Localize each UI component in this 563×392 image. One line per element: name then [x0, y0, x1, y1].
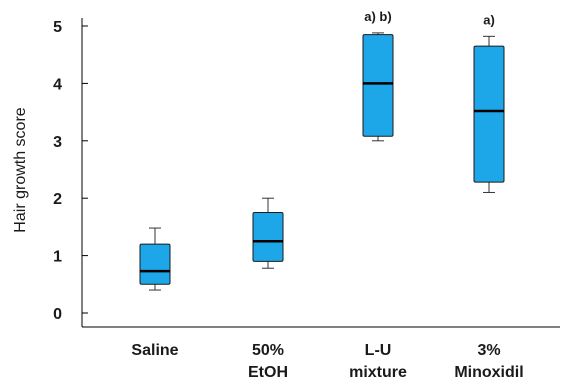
x-tick-label: L-U [365, 342, 392, 359]
x-tick-label: 3% [477, 342, 500, 359]
x-tick-labels: Saline 50% EtOH L-U mixture 3% Minoxidil [131, 342, 523, 381]
iqr-box [362, 34, 394, 137]
axes [81, 18, 560, 328]
iqr-box [252, 212, 284, 262]
significance-annotation: a) b) [364, 9, 391, 24]
x-tick-label: Minoxidil [454, 364, 523, 381]
x-tick-label: EtOH [248, 364, 288, 381]
y-tick-label: 0 [53, 306, 62, 323]
y-ticks: 0 1 2 3 4 5 [53, 19, 88, 323]
y-axis-label: Hair growth score [12, 107, 29, 232]
y-tick-label: 3 [53, 134, 62, 151]
x-tick-label: mixture [349, 364, 407, 381]
box-group [252, 197, 284, 269]
x-tick-label: 50% [252, 342, 284, 359]
box-group: a) b) [362, 9, 394, 142]
y-tick-label: 2 [53, 191, 62, 208]
box-group [139, 227, 171, 291]
iqr-box [139, 243, 171, 285]
x-tick-label: Saline [131, 342, 178, 359]
y-tick-label: 5 [53, 19, 62, 36]
box-group: a) [473, 12, 505, 193]
y-tick-label: 1 [53, 249, 62, 266]
y-tick-label: 4 [53, 76, 62, 93]
significance-annotation: a) [483, 12, 495, 27]
iqr-box [473, 45, 505, 183]
boxes: a) b) a) [139, 9, 505, 291]
